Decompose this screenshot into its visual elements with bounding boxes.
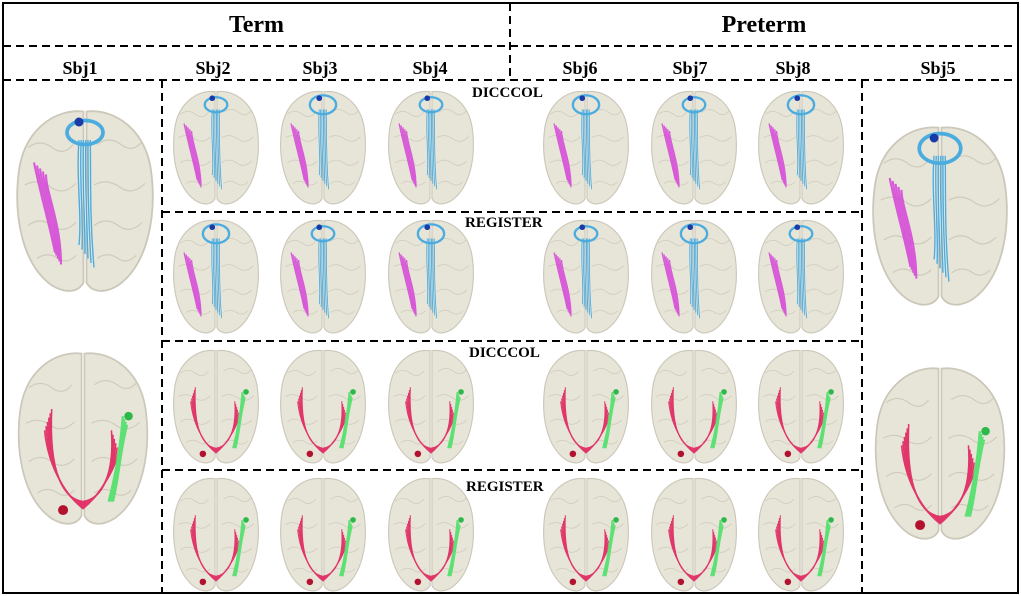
brain-sbj1-top — [16, 110, 154, 292]
subject-label-sbj8: Sbj8 — [775, 58, 811, 78]
brain-sbj7-dicccol-2 — [651, 349, 737, 464]
brain-sbj7-register-2 — [651, 477, 737, 592]
brain-sbj3-dicccol-1 — [280, 90, 366, 205]
preterm-group-title: Preterm — [721, 12, 807, 38]
brain-sbj3-dicccol-2 — [280, 349, 366, 464]
brain-sbj8-dicccol-2 — [758, 349, 844, 464]
subject-label-sbj2: Sbj2 — [195, 58, 231, 78]
subject-label-sbj3: Sbj3 — [302, 58, 338, 78]
brain-sbj3-register-1 — [280, 219, 366, 334]
row-label-register-2: REGISTER — [464, 479, 546, 495]
brain-sbj1-bottom — [17, 352, 149, 525]
brain-sbj7-register-1 — [651, 219, 737, 334]
subject-label-sbj5: Sbj5 — [920, 58, 956, 78]
brain-sbj6-register-2 — [543, 477, 629, 592]
row-label-register-1: REGISTER — [463, 215, 545, 231]
brain-sbj2-dicccol-2 — [173, 349, 259, 464]
brain-sbj8-dicccol-1 — [758, 90, 844, 205]
subject-label-sbj1: Sbj1 — [62, 58, 98, 78]
subject-label-sbj7: Sbj7 — [672, 58, 708, 78]
term-group-title: Term — [228, 12, 285, 38]
brain-sbj6-register-1 — [543, 219, 629, 334]
brain-sbj5-top — [872, 126, 1008, 306]
subject-label-sbj4: Sbj4 — [412, 58, 448, 78]
brain-sbj8-register-2 — [758, 477, 844, 592]
brain-sbj2-register-1 — [173, 219, 259, 334]
brain-sbj7-dicccol-1 — [651, 90, 737, 205]
brain-sbj6-dicccol-2 — [543, 349, 629, 464]
brain-sbj4-register-2 — [388, 477, 474, 592]
brain-sbj4-register-1 — [388, 219, 474, 334]
row-label-dicccol-1: DICCCOL — [470, 85, 545, 101]
brain-sbj4-dicccol-2 — [388, 349, 474, 464]
brain-sbj5-bottom — [874, 367, 1006, 540]
subject-label-sbj6: Sbj6 — [562, 58, 598, 78]
brain-sbj2-register-2 — [173, 477, 259, 592]
brain-sbj2-dicccol-1 — [173, 90, 259, 205]
row-label-dicccol-2: DICCCOL — [467, 345, 542, 361]
brain-sbj8-register-1 — [758, 219, 844, 334]
brain-sbj6-dicccol-1 — [543, 90, 629, 205]
brain-sbj4-dicccol-1 — [388, 90, 474, 205]
brain-sbj3-register-2 — [280, 477, 366, 592]
